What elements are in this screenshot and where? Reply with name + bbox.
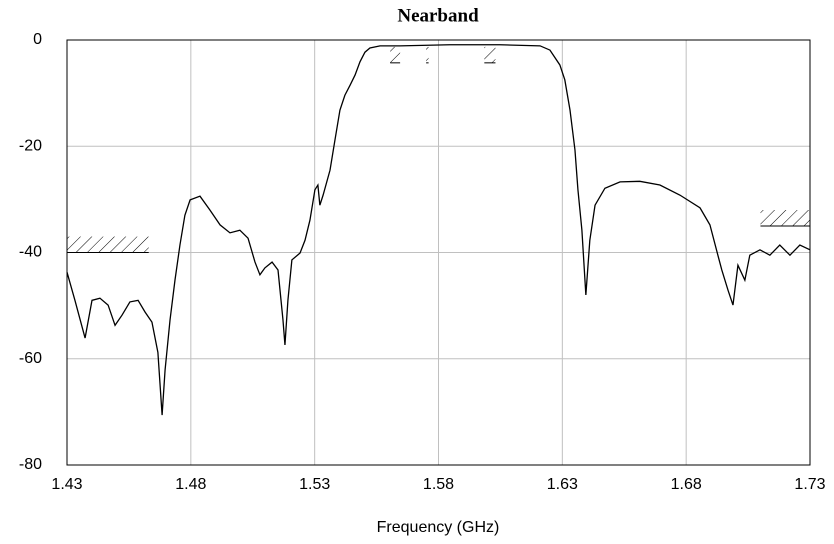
y-tick-label: -40 [19, 244, 42, 261]
limit-mask [67, 236, 149, 253]
x-tick-label: 1.68 [671, 476, 702, 493]
x-tick-label: 1.43 [51, 476, 82, 493]
chart-title: Nearband [397, 5, 479, 26]
y-tick-label: 0 [33, 31, 42, 48]
x-tick-label: 1.63 [547, 476, 578, 493]
limit-mask [484, 46, 496, 63]
y-tick-label: -60 [19, 350, 42, 367]
x-tick-label: 1.73 [794, 476, 825, 493]
limit-mask [760, 210, 810, 226]
y-tick-label: -20 [19, 137, 42, 154]
data-line [66, 44, 811, 416]
y-tick-label: -80 [19, 456, 42, 473]
x-tick-label: 1.53 [299, 476, 330, 493]
x-tick-label: 1.58 [423, 476, 454, 493]
x-axis-label: Frequency (GHz) [377, 519, 500, 536]
limit-mask [390, 46, 401, 63]
limit-mask [426, 46, 429, 63]
x-tick-label: 1.48 [175, 476, 206, 493]
